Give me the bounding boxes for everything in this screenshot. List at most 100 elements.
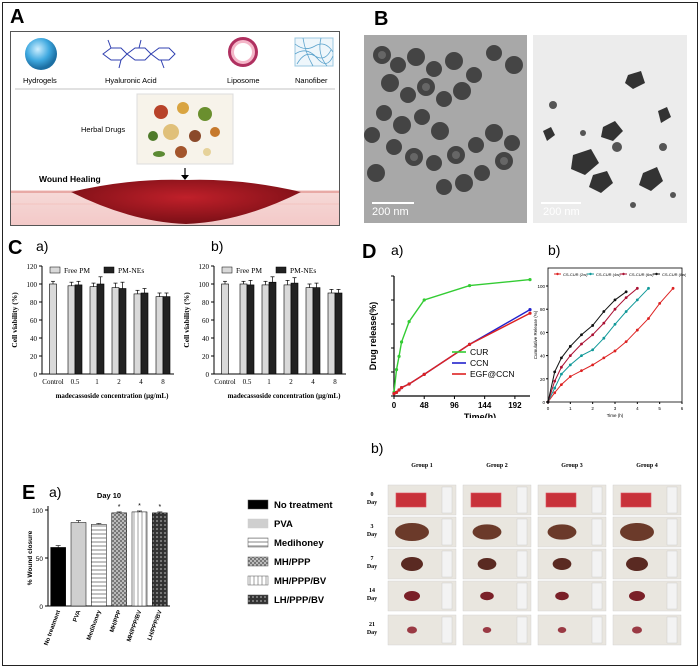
- series-line: [547, 287, 638, 403]
- wound: [395, 523, 429, 541]
- legend-label: No treatment: [274, 500, 333, 511]
- chart-drug-release-a: 0 48 96 144 192 Time(h) Drug release(%) CURCCNE…: [368, 275, 532, 418]
- data-point: [624, 310, 628, 313]
- legend-label: PM-NEs: [118, 266, 144, 275]
- series-line: [393, 312, 531, 395]
- data-point: [613, 307, 617, 311]
- nanofiber-icon: [294, 37, 334, 67]
- x-tick-label: 2: [117, 378, 121, 386]
- series-line: [547, 287, 649, 403]
- chart-wound-closure: Day 10 0 50 100 % Wound closure No treatment P…: [27, 491, 333, 647]
- y-tick-label: 0: [542, 400, 545, 405]
- data-point: [467, 342, 472, 346]
- ruler: [516, 486, 528, 514]
- wound: [470, 492, 502, 508]
- x-tick-label: 5: [658, 406, 661, 411]
- x-tick-label: 1: [95, 378, 99, 386]
- x-tick-label: 0: [392, 401, 397, 410]
- ruler: [591, 616, 603, 644]
- plot-frame: [547, 267, 683, 403]
- data-point: [580, 342, 583, 346]
- bar: [91, 524, 107, 607]
- panel-label-d: D: [362, 241, 377, 263]
- data-point: [635, 328, 639, 332]
- day-word: Day: [367, 596, 377, 602]
- day-word: Day: [367, 500, 377, 506]
- ruler: [441, 616, 453, 644]
- bar: [283, 284, 292, 375]
- y-axis-label: Cumulative Release (%): [533, 310, 538, 359]
- y-tick-label: 40: [202, 335, 210, 343]
- data-point: [546, 400, 550, 404]
- x-tick-label: 8: [161, 378, 165, 386]
- legend-label: EGF@CCN: [470, 369, 515, 379]
- legend-swatch: [247, 537, 269, 548]
- y-tick-label: 60: [30, 317, 38, 325]
- y-tick-label: 50: [36, 556, 44, 563]
- data-point: [528, 308, 532, 312]
- panel-label-b: B: [374, 8, 389, 30]
- y-axis-label: Cell viability (%): [10, 292, 19, 348]
- ruler: [666, 582, 678, 610]
- data-point: [397, 388, 401, 392]
- ruler: [666, 550, 678, 578]
- data-point: [591, 348, 595, 352]
- y-tick-label: 100: [199, 281, 210, 289]
- data-point: [568, 344, 572, 348]
- x-tick-label: 4: [311, 378, 315, 386]
- wound: [555, 591, 569, 601]
- data-point: [602, 310, 606, 313]
- y-tick-label: 20: [202, 353, 210, 361]
- x-axis-label: Time(h): [464, 412, 496, 418]
- x-tick-label: 3: [614, 406, 617, 411]
- x-tick-label: 144: [478, 401, 492, 410]
- day-word: Day: [367, 564, 377, 570]
- wound-healing-label: Wound Healing: [39, 174, 101, 184]
- y-tick-label: 100: [27, 281, 38, 289]
- legend-label: Free PM: [236, 266, 262, 275]
- bar: [118, 288, 127, 375]
- day-number: 3: [371, 524, 374, 530]
- wound: [404, 591, 420, 601]
- legend-swatch: [247, 556, 269, 567]
- bar: [246, 284, 255, 375]
- x-tick-label: 1: [569, 406, 572, 411]
- significance-mark: *: [138, 503, 141, 510]
- bar: [140, 292, 149, 375]
- y-tick-label: 0: [39, 604, 43, 611]
- material-label-liposome: Liposome: [227, 76, 260, 85]
- data-point: [560, 365, 563, 369]
- wound: [482, 627, 492, 633]
- panel-e-sub-a: a): [49, 484, 62, 500]
- legend-swatch: [49, 266, 61, 274]
- data-point: [671, 286, 675, 290]
- y-tick-label: 40: [540, 354, 546, 359]
- x-tick-label: No treatment: [44, 610, 62, 647]
- panel-e-sub-b: b): [371, 440, 384, 456]
- data-point: [624, 290, 628, 294]
- legend-swatch: [103, 266, 115, 274]
- x-tick-label: PVA: [73, 609, 83, 623]
- legend-marker: [655, 272, 658, 276]
- data-point: [602, 336, 606, 340]
- liposome-icon: [228, 37, 258, 67]
- ruler: [591, 582, 603, 610]
- tem-image-right: 200 nm: [533, 35, 687, 223]
- group-label: Group 1: [411, 463, 432, 469]
- x-tick-label: 0: [547, 406, 550, 411]
- ruler: [441, 550, 453, 578]
- bar: [111, 287, 120, 375]
- y-tick-label: 60: [540, 330, 546, 335]
- herbal-drugs-label: Herbal Drugs: [81, 125, 125, 134]
- wound: [620, 523, 654, 541]
- y-tick-label: 100: [32, 508, 43, 515]
- day-number: 0: [371, 492, 374, 498]
- data-point: [647, 317, 650, 320]
- panel-d-sub-b: b): [548, 242, 561, 258]
- panel-c-sub-a: a): [36, 238, 49, 254]
- data-point: [528, 311, 532, 315]
- x-tick-label: 4: [636, 406, 639, 411]
- x-axis-label: madecassoside concentration (μg/mL): [56, 392, 170, 400]
- bar: [334, 292, 343, 375]
